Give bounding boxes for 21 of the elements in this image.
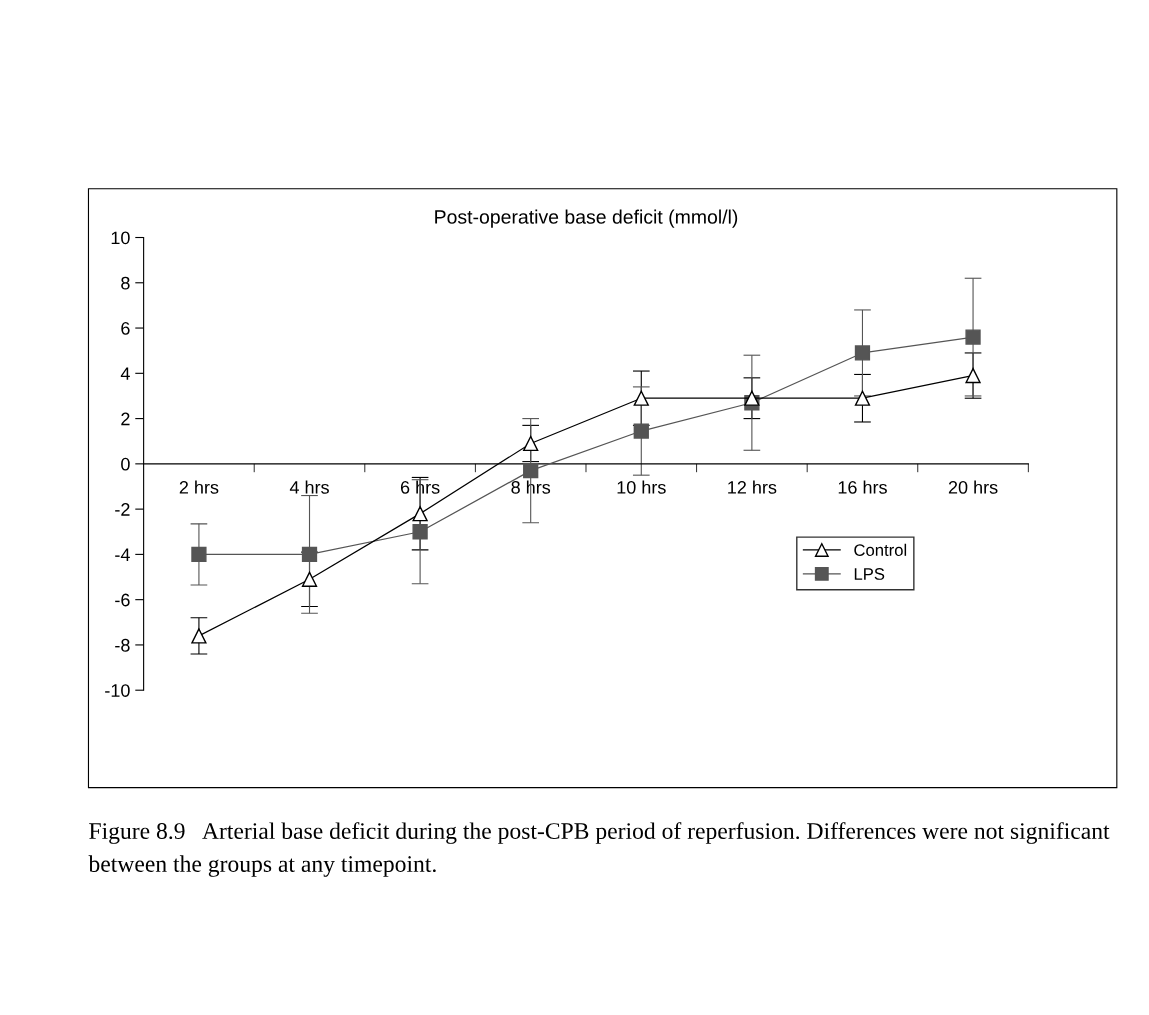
y-tick-label: 10 bbox=[111, 231, 130, 245]
y-tick-label: -4 bbox=[115, 548, 130, 561]
x-tick-label: 10 hrs bbox=[617, 480, 666, 494]
chart-title: Post-operative base deficit (mmol/l) bbox=[435, 209, 738, 228]
y-tick-label: 0 bbox=[121, 457, 130, 471]
y-tick-label: 2 bbox=[121, 412, 130, 426]
x-tick-label: 12 hrs bbox=[728, 480, 777, 494]
y-tick-label: -10 bbox=[105, 684, 130, 697]
y-tick-label: 4 bbox=[120, 367, 130, 380]
legend-label: LPS bbox=[854, 568, 885, 580]
legend-label: Control bbox=[854, 543, 907, 556]
y-tick-label: -2 bbox=[115, 503, 130, 516]
x-tick-label: 4 hrs bbox=[289, 480, 329, 494]
caption: Figure 8.9 Arterial base deficit during the post-CPB period of reperfusion. Differences were not significant between the groups at any timepoint. bbox=[88, 822, 1110, 877]
y-tick-label: -6 bbox=[115, 593, 130, 607]
y-tick-label: 6 bbox=[121, 321, 130, 335]
y-tick-label: -8 bbox=[115, 638, 130, 652]
x-tick-label: 16 hrs bbox=[838, 480, 887, 494]
x-tick-label: 2 hrs bbox=[179, 480, 219, 494]
x-tick-label: 20 hrs bbox=[948, 480, 998, 494]
y-tick-label: 8 bbox=[121, 276, 130, 290]
